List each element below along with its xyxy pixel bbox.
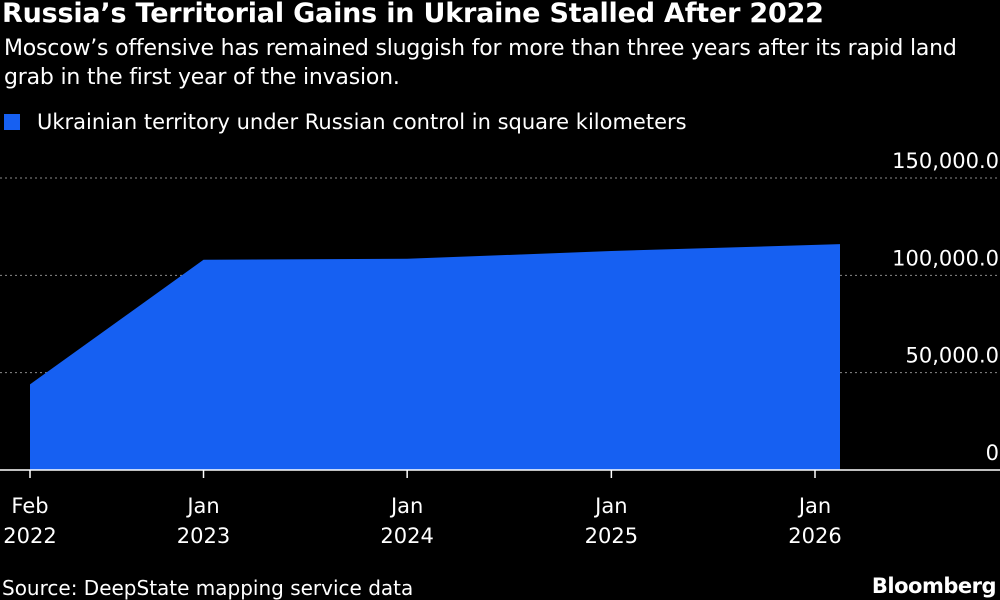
- y-axis: 0 50,000.0 100,000.0 150,000.0: [892, 149, 999, 465]
- x-axis: Feb 2022 Jan 2023 Jan 2024 Jan 2025 Jan 2026: [0, 469, 1000, 548]
- y-tick-label: 150,000.0: [892, 149, 999, 173]
- legend: Ukrainian territory under Russian contro…: [4, 110, 687, 134]
- x-tick-label: 2023: [177, 524, 230, 548]
- x-tick-label: 2022: [3, 524, 56, 548]
- chart-title: Russia’s Territorial Gains in Ukraine St…: [2, 0, 824, 29]
- x-tick-label: 2024: [380, 524, 433, 548]
- y-tick-label: 50,000.0: [905, 344, 999, 368]
- x-tick-label: 2026: [788, 524, 841, 548]
- x-tick-label: Jan: [593, 494, 627, 518]
- x-tick-label: 2025: [585, 524, 638, 548]
- x-tick-label: Feb: [11, 494, 48, 518]
- area-series: [30, 244, 840, 470]
- legend-swatch: [4, 114, 20, 130]
- x-tick-label: Jan: [389, 494, 423, 518]
- bloomberg-logo: Bloomberg: [871, 574, 997, 598]
- x-tick-label: Jan: [797, 494, 831, 518]
- x-tick-label: Jan: [185, 494, 219, 518]
- source-note: Source: DeepState mapping service data: [2, 576, 414, 600]
- y-tick-label: 0: [986, 441, 999, 465]
- y-tick-label: 100,000.0: [892, 246, 999, 270]
- chart-subtitle: Moscow’s offensive has remained sluggish…: [4, 36, 957, 90]
- legend-label: Ukrainian territory under Russian contro…: [37, 110, 687, 134]
- plot-area: [30, 244, 840, 470]
